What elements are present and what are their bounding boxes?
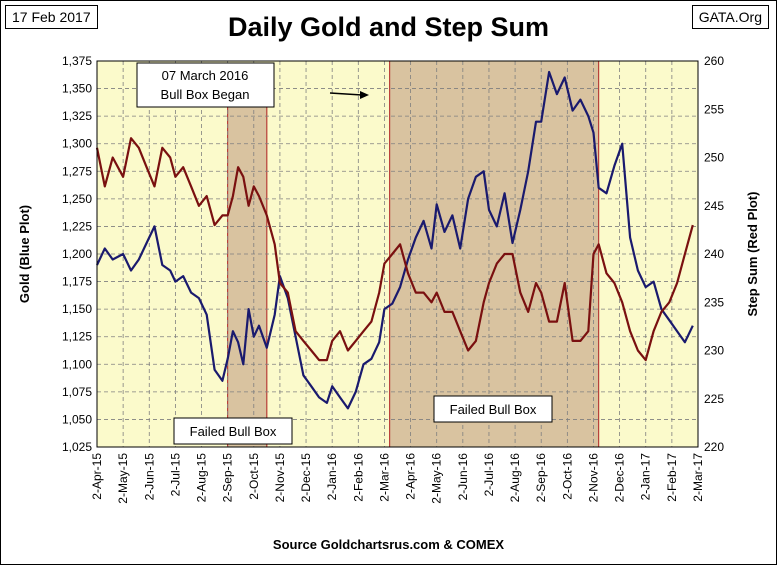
bull-box-began-line-1: 07 March 2016 — [162, 68, 249, 83]
x-tick: 2-Jan-17 — [639, 453, 653, 501]
source-tag: GATA.Org — [691, 5, 769, 29]
x-tick: 2-Nov-16 — [586, 453, 600, 503]
x-tick: 2-Apr-16 — [404, 453, 418, 500]
y-tick-left: 1,125 — [62, 330, 92, 344]
y-tick-left: 1,075 — [62, 385, 92, 399]
y-tick-left: 1,150 — [62, 302, 92, 316]
x-tick: 2-Aug-15 — [195, 453, 209, 503]
x-tick: 2-Mar-16 — [377, 453, 391, 502]
x-tick: 2-Mar-17 — [691, 453, 705, 502]
y-tick-left: 1,200 — [62, 247, 92, 261]
arrow-line — [329, 92, 363, 96]
y-tick-right: 255 — [704, 102, 724, 116]
y-tick-left: 1,050 — [62, 412, 92, 426]
y-tick-right: 245 — [704, 199, 724, 213]
x-tick: 2-Jul-15 — [168, 453, 182, 497]
x-tick: 2-Oct-15 — [247, 453, 261, 500]
y-tick-right: 230 — [704, 344, 724, 358]
x-tick: 2-Jun-16 — [456, 453, 470, 501]
failed-bull-box-1 — [227, 104, 268, 448]
x-tick: 2-May-15 — [116, 453, 130, 504]
y-tick-left: 1,375 — [62, 54, 92, 68]
x-tick: 2-Sep-15 — [221, 453, 235, 503]
y-tick-right: 250 — [704, 151, 724, 165]
x-tick: 2-Aug-16 — [508, 453, 522, 503]
y-tick-left: 1,250 — [62, 192, 92, 206]
y-tick-right: 240 — [704, 247, 724, 261]
y-tick-right: 260 — [704, 54, 724, 68]
x-tick: 2-Oct-16 — [560, 453, 574, 500]
x-tick: 2-Nov-15 — [273, 453, 287, 503]
y-tick-left: 1,275 — [62, 164, 92, 178]
gold-series-line — [96, 70, 694, 410]
x-tick: 2-Dec-16 — [613, 453, 627, 503]
failed-box-1-label-box — [173, 417, 293, 445]
x-tick: 2-May-16 — [430, 453, 444, 504]
bull-box-began-callout — [136, 62, 275, 108]
x-tick: 2-Jan-16 — [325, 453, 339, 501]
failed-box-1-label: Failed Bull Box — [190, 424, 277, 439]
y-tick-right: 225 — [704, 392, 724, 406]
x-tick: 2-Feb-17 — [665, 453, 679, 502]
y-axis-label-left: Gold (Blue Plot) — [17, 205, 32, 303]
step-sum-series-line — [95, 137, 694, 362]
x-tick: 2-Dec-15 — [299, 453, 313, 503]
y-tick-right: 220 — [704, 440, 724, 454]
failed-box-2-label: Failed Bull Box — [450, 402, 537, 417]
date-label: 17 Feb 2017 — [5, 5, 98, 29]
y-tick-left: 1,175 — [62, 275, 92, 289]
x-tick: 2-Feb-16 — [351, 453, 365, 502]
source-footer: Source Goldchartsrus.com & COMEX — [272, 537, 505, 552]
failed-bull-box-2 — [389, 60, 600, 448]
y-tick-left: 1,025 — [62, 440, 92, 454]
bull-box-began-line-2: Bull Box Began — [161, 87, 250, 102]
x-tick: 2-Jun-15 — [142, 453, 156, 501]
arrow-head — [360, 91, 369, 99]
chart-title: Daily Gold and Step Sum — [227, 12, 550, 42]
y-tick-left: 1,225 — [62, 219, 92, 233]
x-tick: 2-Sep-16 — [534, 453, 548, 503]
y-tick-left: 1,100 — [62, 357, 92, 371]
x-tick: 2-Jul-16 — [482, 453, 496, 497]
y-axis-label-right: Step Sum (Red Plot) — [745, 192, 760, 317]
x-tick: 2-Apr-15 — [90, 453, 104, 500]
plot-border — [96, 60, 699, 448]
y-tick-left: 1,325 — [62, 109, 92, 123]
y-tick-right: 235 — [704, 295, 724, 309]
failed-box-2-label-box — [433, 395, 553, 423]
y-tick-left: 1,300 — [62, 137, 92, 151]
y-tick-left: 1,350 — [62, 82, 92, 96]
